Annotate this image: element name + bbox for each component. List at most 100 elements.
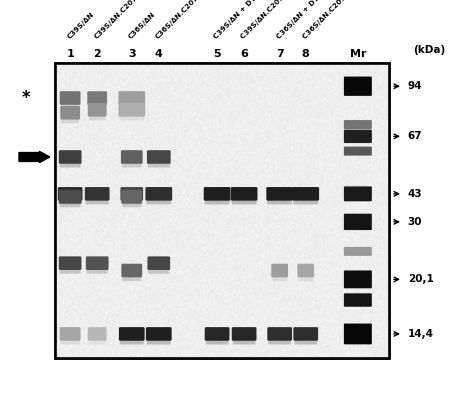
FancyBboxPatch shape — [147, 340, 171, 345]
FancyBboxPatch shape — [119, 107, 144, 112]
FancyBboxPatch shape — [60, 269, 81, 274]
FancyBboxPatch shape — [87, 269, 108, 274]
FancyBboxPatch shape — [146, 200, 171, 204]
Text: 94: 94 — [408, 81, 422, 91]
FancyBboxPatch shape — [146, 187, 172, 201]
FancyBboxPatch shape — [344, 77, 372, 96]
Text: 2: 2 — [93, 48, 101, 59]
FancyBboxPatch shape — [344, 247, 372, 256]
FancyBboxPatch shape — [59, 191, 82, 196]
FancyBboxPatch shape — [59, 190, 82, 204]
FancyBboxPatch shape — [344, 186, 372, 201]
FancyBboxPatch shape — [120, 340, 144, 345]
FancyBboxPatch shape — [344, 120, 372, 129]
FancyBboxPatch shape — [268, 331, 291, 335]
Text: C39S/ΔN: C39S/ΔN — [66, 11, 95, 40]
FancyBboxPatch shape — [122, 268, 141, 272]
FancyBboxPatch shape — [344, 324, 372, 344]
Text: C39S/ΔN + DTT: C39S/ΔN + DTT — [213, 0, 261, 40]
Text: (kDa): (kDa) — [413, 44, 446, 55]
FancyBboxPatch shape — [344, 147, 372, 156]
FancyBboxPatch shape — [60, 327, 81, 341]
FancyBboxPatch shape — [294, 331, 317, 335]
FancyBboxPatch shape — [344, 130, 372, 143]
Text: *: * — [22, 89, 30, 107]
FancyBboxPatch shape — [272, 268, 287, 272]
FancyBboxPatch shape — [89, 107, 106, 112]
Text: C36S/ΔN.C207A: C36S/ΔN.C207A — [155, 0, 204, 40]
FancyBboxPatch shape — [298, 268, 313, 272]
FancyBboxPatch shape — [88, 327, 107, 341]
Text: C39S/ΔN.C207A: C39S/ΔN.C207A — [93, 0, 142, 40]
FancyBboxPatch shape — [88, 103, 107, 117]
Text: C36S/ΔN: C36S/ΔN — [128, 11, 156, 40]
FancyBboxPatch shape — [268, 340, 291, 345]
FancyBboxPatch shape — [121, 191, 142, 196]
FancyBboxPatch shape — [298, 277, 313, 281]
Text: 67: 67 — [408, 131, 422, 141]
FancyBboxPatch shape — [232, 327, 256, 341]
FancyBboxPatch shape — [121, 200, 142, 204]
FancyBboxPatch shape — [58, 187, 82, 201]
FancyBboxPatch shape — [59, 257, 82, 270]
Text: 7: 7 — [276, 48, 283, 59]
FancyBboxPatch shape — [61, 331, 80, 335]
FancyBboxPatch shape — [344, 214, 372, 230]
Text: C36S/ΔN + DTT: C36S/ΔN + DTT — [275, 0, 324, 40]
FancyBboxPatch shape — [122, 163, 142, 168]
FancyBboxPatch shape — [294, 340, 317, 345]
Text: 6: 6 — [240, 48, 248, 59]
FancyBboxPatch shape — [86, 257, 109, 270]
FancyBboxPatch shape — [272, 277, 287, 281]
FancyBboxPatch shape — [60, 261, 81, 265]
FancyBboxPatch shape — [120, 187, 143, 201]
FancyBboxPatch shape — [147, 257, 170, 270]
Text: 30: 30 — [408, 217, 422, 227]
FancyBboxPatch shape — [267, 327, 292, 341]
FancyBboxPatch shape — [293, 327, 318, 341]
FancyBboxPatch shape — [119, 116, 144, 120]
FancyBboxPatch shape — [118, 103, 145, 117]
FancyBboxPatch shape — [122, 277, 141, 281]
FancyBboxPatch shape — [87, 91, 107, 105]
FancyBboxPatch shape — [205, 200, 229, 204]
FancyBboxPatch shape — [59, 150, 82, 164]
FancyBboxPatch shape — [89, 116, 106, 120]
FancyBboxPatch shape — [61, 104, 80, 109]
FancyBboxPatch shape — [344, 293, 372, 307]
FancyBboxPatch shape — [233, 340, 255, 345]
FancyBboxPatch shape — [119, 95, 144, 99]
FancyBboxPatch shape — [61, 110, 79, 114]
FancyBboxPatch shape — [232, 200, 256, 204]
FancyBboxPatch shape — [293, 200, 318, 204]
FancyBboxPatch shape — [60, 106, 80, 120]
FancyBboxPatch shape — [147, 331, 171, 335]
FancyBboxPatch shape — [231, 187, 257, 201]
Text: 14,4: 14,4 — [408, 329, 434, 339]
FancyBboxPatch shape — [88, 95, 106, 99]
FancyBboxPatch shape — [147, 150, 171, 164]
Bar — [55, 63, 389, 358]
FancyBboxPatch shape — [89, 331, 106, 335]
FancyBboxPatch shape — [292, 187, 319, 201]
FancyBboxPatch shape — [232, 191, 256, 196]
FancyBboxPatch shape — [293, 191, 318, 196]
FancyBboxPatch shape — [60, 194, 81, 198]
Text: 4: 4 — [155, 48, 163, 59]
FancyBboxPatch shape — [59, 200, 82, 204]
FancyBboxPatch shape — [267, 191, 292, 196]
FancyBboxPatch shape — [206, 340, 228, 345]
Text: Mr: Mr — [350, 48, 366, 59]
FancyBboxPatch shape — [148, 269, 169, 274]
FancyBboxPatch shape — [88, 104, 106, 109]
FancyBboxPatch shape — [86, 191, 109, 196]
FancyBboxPatch shape — [61, 340, 80, 345]
Text: 3: 3 — [128, 48, 136, 59]
FancyBboxPatch shape — [61, 119, 79, 123]
FancyBboxPatch shape — [148, 261, 169, 265]
FancyBboxPatch shape — [85, 187, 109, 201]
FancyBboxPatch shape — [122, 203, 141, 207]
FancyBboxPatch shape — [205, 327, 229, 341]
FancyBboxPatch shape — [87, 261, 108, 265]
FancyBboxPatch shape — [120, 331, 144, 335]
